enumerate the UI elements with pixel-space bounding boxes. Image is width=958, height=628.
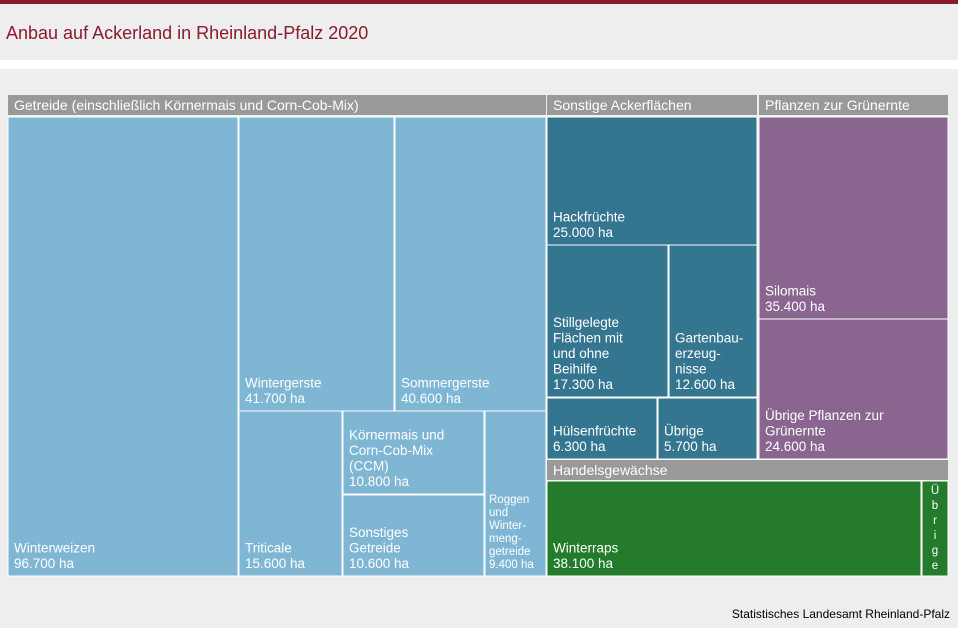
tile-label-sonstige-stillgelegte-flaechen-mit-und-ohne-beihilfe: Stillgelegte Flächen mit und ohne Beihilfe 1… [553, 315, 623, 392]
tile-label-getreide-winterweizen: Winterweizen 96.700 ha [14, 541, 95, 572]
group-label-sonstige: Sonstige Ackerflächen [553, 97, 692, 113]
tile-pflanzen-uebrige-pflanzen-zur-gruenernte [758, 318, 949, 460]
tile-handelsgewaechse-winterraps [546, 480, 922, 577]
tile-getreide-sommergerste [394, 116, 547, 412]
tile-label-sonstige-hackfruechte: Hackfrüchte 25.000 ha [553, 210, 625, 241]
tile-handelsgewaechse-uebrige [921, 480, 949, 577]
tile-sonstige-hackfruechte [546, 116, 758, 246]
group-label-pflanzen: Pflanzen zur Grünernte [765, 97, 910, 113]
group-label-handelsgewaechse: Handelsgewächse [553, 462, 668, 478]
group-header-getreide [8, 95, 546, 115]
tile-label-sonstige-gartenbauerzeugnisse: Gartenbau-erzeug-nisse 12.600 ha [675, 331, 743, 393]
group-label-getreide: Getreide (einschließlich Körnermais und … [14, 97, 359, 113]
tile-getreide-roggen-und-wintermenggetreide [484, 410, 547, 577]
tile-sonstige-uebrige [657, 397, 758, 460]
group-header-pflanzen [759, 95, 948, 115]
page-title: Anbau auf Ackerland in Rheinland-Pfalz 2… [6, 23, 369, 43]
chart-panel: Getreide (einschließlich Körnermais und … [0, 69, 958, 628]
tile-getreide-triticale [238, 410, 343, 577]
tile-label-handelsgewaechse-winterraps: Winterraps 38.100 ha [553, 541, 619, 572]
tile-label-getreide-koernermais-und-corn-cob-mix-ccm: Körnermais und Corn-Cob-Mix (CCM) 10.800 ha [349, 428, 444, 490]
tile-getreide-sonstiges-getreide [342, 494, 485, 577]
tile-getreide-wintergerste [238, 116, 395, 412]
tile-label-pflanzen-uebrige-pflanzen-zur-gruenernte: Übrige Pflanzen zur Grünernte 24.600 ha [765, 408, 884, 454]
tile-sonstige-gartenbauerzeugnisse [668, 244, 758, 398]
tile-label-sonstige-uebrige: Übrige 5.700 ha [664, 424, 717, 455]
title-bar: Anbau auf Ackerland in Rheinland-Pfalz 2… [0, 4, 958, 60]
tile-label-sonstige-huelsenfruechte: Hülsenfrüchte 6.300 ha [553, 424, 636, 455]
group-header-handelsgewaechse [547, 460, 948, 480]
tile-getreide-koernermais-und-corn-cob-mix-ccm [342, 410, 485, 495]
tile-getreide-winterweizen [7, 116, 239, 577]
tile-pflanzen-silomais [758, 116, 949, 320]
tile-label-getreide-roggen-und-wintermenggetreide: Roggen und Winter-meng-getreide 9.400 ha [489, 494, 534, 571]
tile-label-getreide-wintergerste: Wintergerste 41.700 ha [245, 376, 322, 407]
source-note: Statistisches Landesamt Rheinland-Pfalz [731, 607, 950, 621]
tile-label-getreide-triticale: Triticale 15.600 ha [245, 541, 306, 572]
tile-label-getreide-sonstiges-getreide: Sonstiges Getreide 10.600 ha [349, 525, 410, 571]
tile-label-getreide-sommergerste: Sommergerste 40.600 ha [401, 376, 490, 407]
treemap-chart: Getreide (einschließlich Körnermais und … [7, 95, 949, 577]
tile-sonstige-stillgelegte-flaechen-mit-und-ohne-beihilfe [546, 244, 669, 398]
tile-sonstige-huelsenfruechte [546, 397, 658, 460]
top-accent-line [0, 0, 958, 4]
tile-label-pflanzen-silomais: Silomais 35.400 ha [765, 284, 826, 315]
group-header-sonstige [547, 95, 757, 115]
